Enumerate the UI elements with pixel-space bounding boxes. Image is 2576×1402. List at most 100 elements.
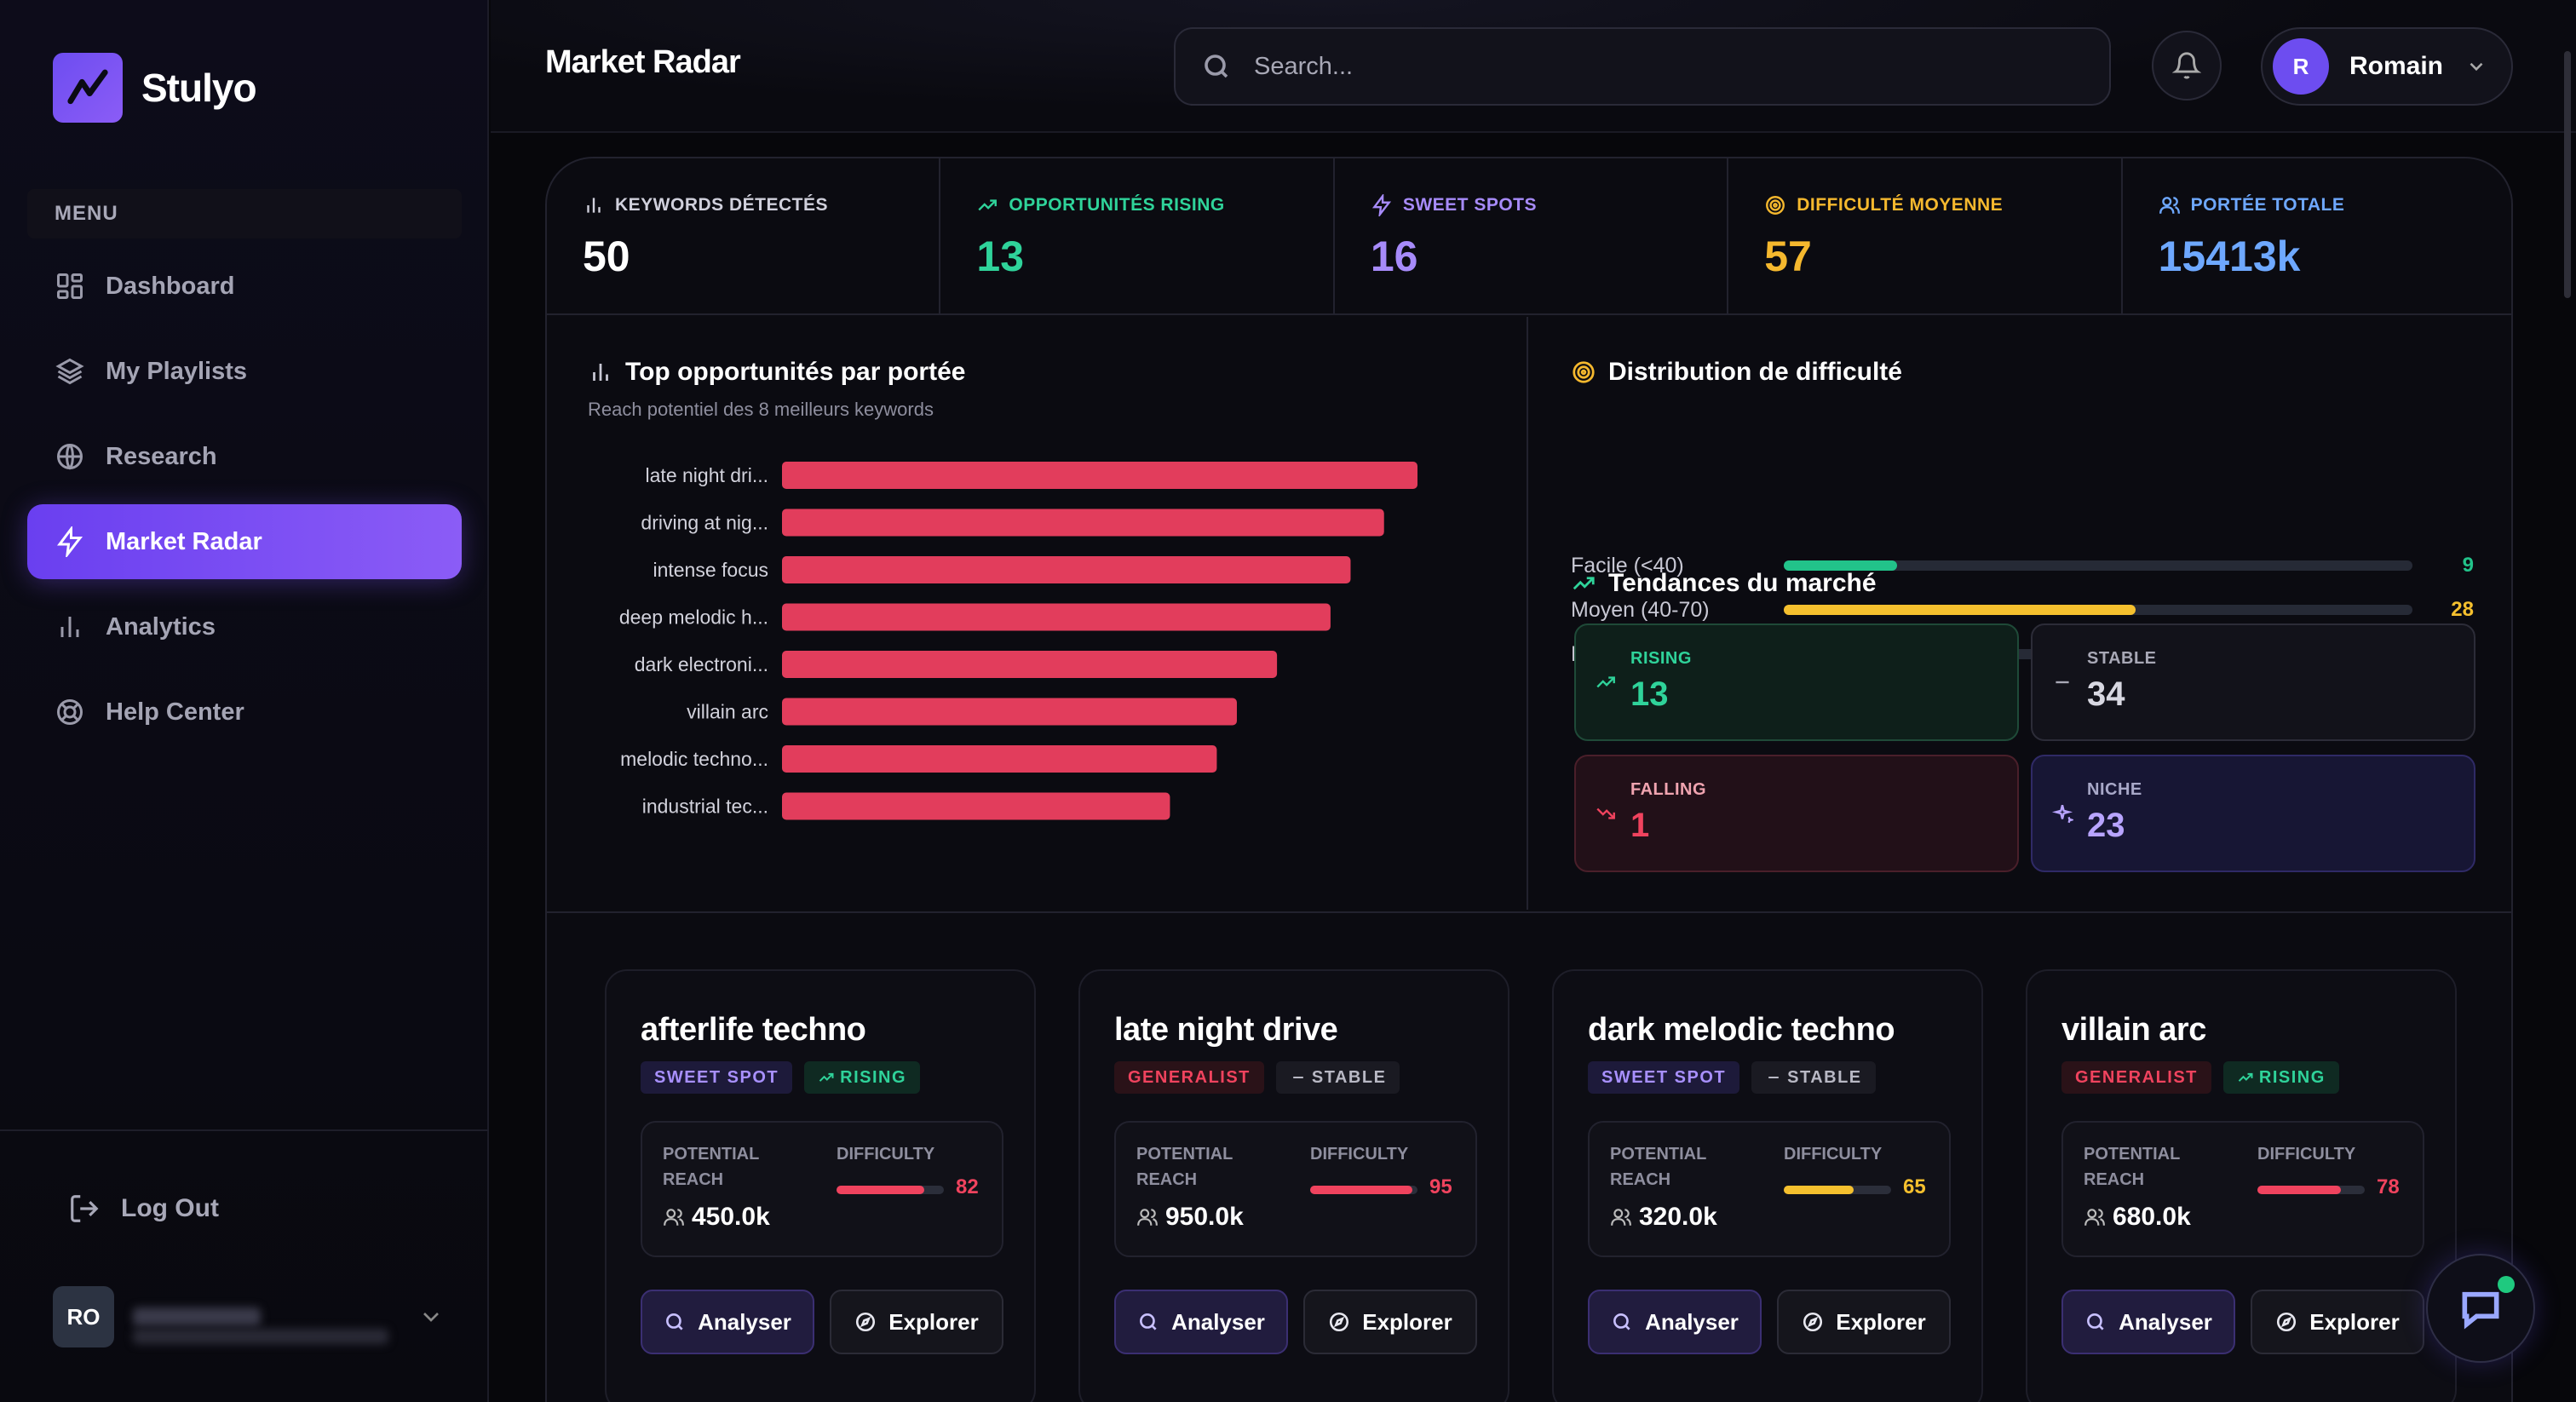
difficulty-bar: [2257, 1186, 2365, 1194]
reach-value-text: 450.0k: [692, 1203, 770, 1231]
segment-badge: GENERALIST: [1114, 1061, 1264, 1094]
trend-stable[interactable]: STABLE 34: [2031, 623, 2475, 741]
bar-label: deep melodic h...: [619, 606, 768, 629]
notifications-button[interactable]: [2152, 31, 2222, 101]
keyword-tags: GENERALIST RISING: [2061, 1061, 2351, 1094]
stat-total-reach: PORTÉE TOTALE 15413k: [2123, 158, 2511, 313]
chat-button[interactable]: [2426, 1254, 2535, 1363]
target-icon: [1766, 196, 1785, 215]
sidebar-item-analytics[interactable]: Analytics: [27, 589, 462, 664]
difficulty-value: 82: [956, 1175, 979, 1198]
keyword-card[interactable]: villain arc GENERALIST RISING POTENTIAL REA…: [2026, 969, 2457, 1402]
keyword-metrics: POTENTIAL REACH DIFFICULTY 320.0k 65: [1588, 1121, 1951, 1257]
stat-label: PORTÉE TOTALE: [2159, 194, 2511, 216]
trend-label: NICHE: [2087, 780, 2142, 799]
chart-bar[interactable]: [782, 792, 1170, 820]
sidebar-item-research[interactable]: Research: [27, 419, 462, 494]
sidebar-item-label: Market Radar: [106, 527, 262, 555]
sidebar-item-help-center[interactable]: Help Center: [27, 675, 462, 750]
analyser-button[interactable]: Analyser: [1114, 1290, 1288, 1354]
logo[interactable]: Stulyo: [53, 53, 257, 123]
chevron-down-icon: [2470, 62, 2483, 72]
trending-down-icon: [1596, 807, 1615, 819]
trending-up-icon: [1573, 577, 1595, 590]
stat-label: SWEET SPOTS: [1371, 194, 1727, 216]
top-opportunities-chart: [547, 317, 1528, 910]
section-divider: [547, 911, 2511, 913]
market-radar-panel: KEYWORDS DÉTECTÉS 50 OPPORTUNITÉS RISING…: [545, 157, 2513, 1402]
analyser-button[interactable]: Analyser: [641, 1290, 814, 1354]
trending-up-icon: [819, 1072, 834, 1082]
search-box[interactable]: [1174, 27, 2111, 106]
chart-bar[interactable]: [782, 745, 1217, 773]
button-label: Analyser: [1171, 1308, 1265, 1335]
keyword-tags: GENERALIST STABLE: [1114, 1061, 1412, 1094]
stats-row: KEYWORDS DÉTECTÉS 50 OPPORTUNITÉS RISING…: [547, 158, 2511, 315]
keyword-card[interactable]: late night drive GENERALIST STABLE POTENTIA…: [1078, 969, 1509, 1402]
badge-label: RISING: [2258, 1067, 2326, 1087]
reach-value-text: 680.0k: [2113, 1203, 2191, 1231]
bar-label: industrial tec...: [642, 796, 768, 818]
users-icon: [1611, 1209, 1631, 1226]
users-icon: [1137, 1209, 1158, 1226]
user-menu-button[interactable]: R Romain: [2261, 27, 2513, 106]
keyword-card[interactable]: dark melodic techno SWEET SPOT STABLE POTEN…: [1552, 969, 1983, 1402]
sidebar-item-my-playlists[interactable]: My Playlists: [27, 334, 462, 409]
search-input[interactable]: [1254, 52, 2021, 81]
badge-label: SWEET SPOT: [654, 1067, 779, 1087]
minus-icon: [1293, 1077, 1303, 1078]
distribution-row: Moyen (40-70) 28: [1571, 593, 2474, 627]
sidebar-item-market-radar[interactable]: Market Radar: [27, 504, 462, 579]
avatar: R: [2273, 38, 2329, 95]
chart-bar[interactable]: [782, 462, 1417, 489]
chart-bar[interactable]: [782, 556, 1351, 583]
stat-label-text: OPPORTUNITÉS RISING: [1009, 195, 1225, 215]
bar-label: melodic techno...: [620, 748, 768, 770]
trend-rising[interactable]: RISING 13: [1574, 623, 2019, 741]
badge-label: GENERALIST: [2075, 1067, 2198, 1087]
explorer-button[interactable]: Explorer: [1777, 1290, 1951, 1354]
chart-bar[interactable]: [782, 698, 1237, 726]
stat-label-text: DIFFICULTÉ MOYENNE: [1797, 195, 2004, 215]
trending-up-icon: [1596, 676, 1615, 688]
stat-label: DIFFICULTÉ MOYENNE: [1764, 194, 2120, 216]
distribution-value: 28: [2451, 598, 2474, 621]
bar-chart: late night dri... driving at nig... intens…: [619, 462, 1417, 820]
explorer-button[interactable]: Explorer: [1303, 1290, 1477, 1354]
trend-badge: STABLE: [1751, 1061, 1876, 1094]
compass-icon: [2277, 1312, 2297, 1332]
chart-bar[interactable]: [782, 509, 1384, 537]
page-title: Market Radar: [545, 44, 741, 80]
bell-icon: [2172, 52, 2201, 79]
analyser-button[interactable]: Analyser: [2061, 1290, 2235, 1354]
chart-bar[interactable]: [782, 603, 1331, 631]
badge-label: SWEET SPOT: [1601, 1067, 1727, 1087]
keyword-card[interactable]: afterlife techno SWEET SPOT RISING POTENTIA…: [605, 969, 1036, 1402]
trend-value: 34: [2087, 675, 2125, 713]
distribution-row: Facile (<40) 9: [1571, 549, 2474, 583]
sidebar-user[interactable]: RO: [53, 1284, 445, 1349]
reach-value: 450.0k: [663, 1203, 770, 1232]
sidebar-item-dashboard[interactable]: Dashboard: [27, 249, 462, 324]
trend-niche[interactable]: NICHE 23: [2031, 755, 2475, 872]
difficulty-bar: [1784, 1186, 1891, 1194]
reach-value-text: 320.0k: [1639, 1203, 1717, 1231]
scrollbar[interactable]: [2564, 51, 2571, 298]
trend-falling[interactable]: FALLING 1: [1574, 755, 2019, 872]
explorer-button[interactable]: Explorer: [2251, 1290, 2424, 1354]
logout-button[interactable]: Log Out: [68, 1192, 219, 1225]
explorer-button[interactable]: Explorer: [830, 1290, 1003, 1354]
stat-value: 15413k: [2158, 233, 2301, 280]
analyser-button[interactable]: Analyser: [1588, 1290, 1762, 1354]
reach-value: 950.0k: [1136, 1203, 1244, 1232]
avatar: RO: [53, 1286, 114, 1347]
distribution-track: [1784, 605, 2412, 615]
blurred-user-email: [133, 1329, 388, 1344]
stat-label-text: PORTÉE TOTALE: [2190, 195, 2345, 215]
segment-badge: GENERALIST: [2061, 1061, 2211, 1094]
compass-icon: [1803, 1312, 1823, 1332]
reach-label: POTENTIAL REACH: [663, 1145, 759, 1189]
globe-icon: [57, 444, 83, 470]
chart-bar[interactable]: [782, 651, 1278, 678]
trend-badge: RISING: [2222, 1061, 2339, 1094]
